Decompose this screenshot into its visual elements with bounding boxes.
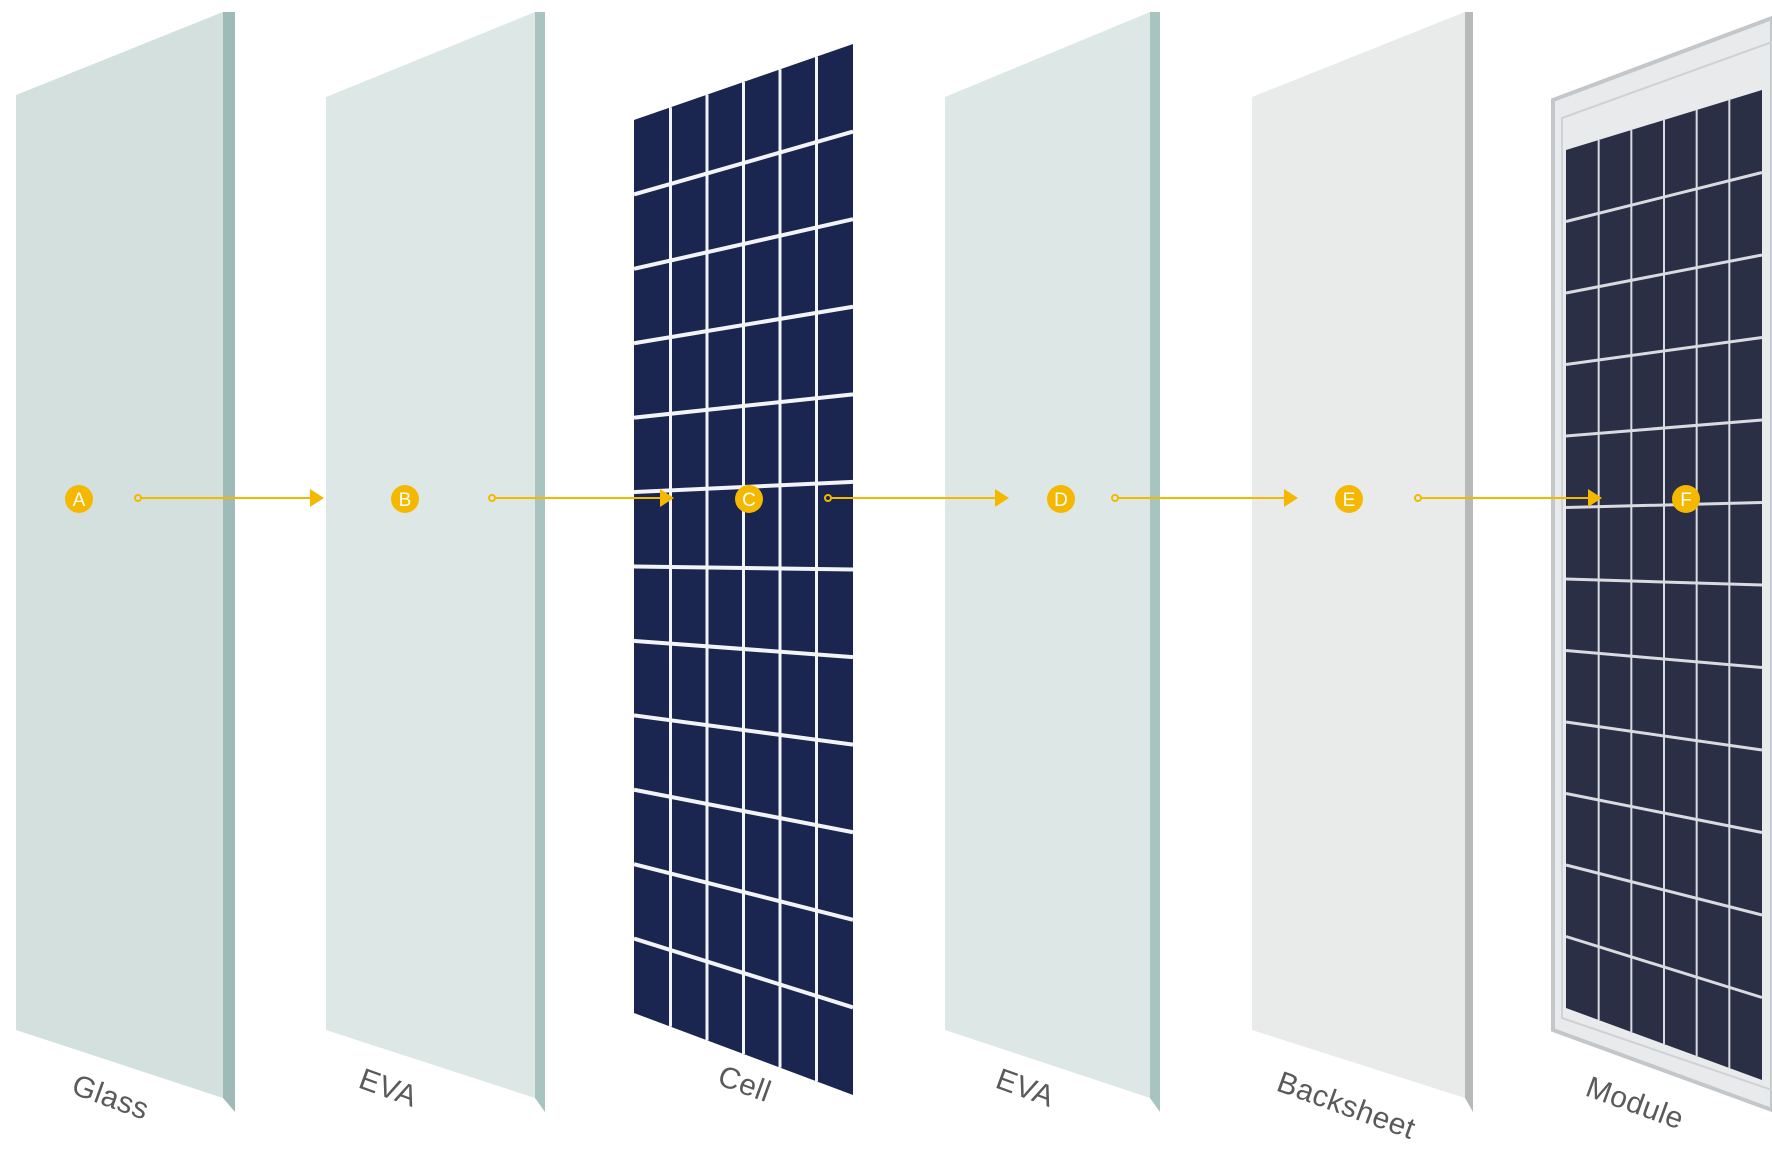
cell-row-gap — [1565, 253, 1763, 295]
eva-sheet-edge — [1150, 12, 1160, 1112]
cell-row-gap — [633, 304, 854, 346]
layer-eva-back — [945, 12, 1160, 1112]
layer-cell — [633, 44, 854, 1095]
cell-row-gap — [633, 713, 854, 747]
cell-row-gap — [633, 564, 854, 572]
marker-a-circle — [65, 485, 93, 513]
arrow-d-to-e — [1111, 489, 1298, 507]
marker-f-circle — [1672, 485, 1700, 513]
cell-row-gap — [1565, 792, 1763, 834]
eva-sheet-edge — [535, 12, 545, 1112]
arrow-a-to-b — [134, 489, 324, 507]
backsheet-edge — [1465, 12, 1473, 1112]
marker-a: A — [65, 485, 93, 513]
cell-row-gap — [633, 217, 854, 271]
cell-row-gap — [1565, 935, 1763, 999]
cell-row-gap — [633, 936, 854, 1010]
marker-c-circle — [735, 485, 763, 513]
eva-sheet-icon — [326, 12, 535, 1098]
cell-row-gap — [1565, 720, 1763, 752]
layer-label-glass: Glass — [68, 1069, 154, 1127]
glass-sheet-icon — [16, 12, 223, 1098]
cell-row-gap — [1565, 649, 1763, 669]
cell-row-gap — [1565, 418, 1763, 438]
cell-row-gap — [1565, 863, 1763, 917]
layer-module — [1551, 15, 1772, 1113]
marker-b-letter: B — [399, 490, 412, 511]
marker-f: F — [1672, 485, 1700, 513]
arrow-b-to-c — [488, 489, 674, 507]
cell-row-gap — [633, 392, 854, 420]
marker-d: D — [1047, 485, 1075, 513]
cell-row-gap — [633, 129, 854, 197]
layer-label-eva-front: EVA — [355, 1063, 422, 1114]
marker-d-circle — [1047, 485, 1075, 513]
layer-label-module: Module — [1582, 1071, 1689, 1137]
cell-row-gap — [633, 638, 854, 660]
marker-b-circle — [391, 485, 419, 513]
cell-row-gap — [633, 862, 854, 922]
layer-glass — [16, 12, 235, 1112]
layer-label-eva-back: EVA — [992, 1063, 1059, 1114]
layer-eva-front — [326, 12, 545, 1112]
arrow-c-to-d — [824, 489, 1009, 507]
marker-a-letter: A — [73, 490, 86, 511]
marker-c-letter: C — [742, 490, 756, 511]
flow-arrows — [134, 489, 1602, 507]
layer-label-backsheet: Backsheet — [1273, 1066, 1420, 1147]
marker-f-letter: F — [1680, 490, 1692, 511]
marker-d-letter: D — [1054, 490, 1068, 511]
module-gridlines — [1565, 100, 1763, 1068]
arrow-e-to-f — [1414, 489, 1602, 507]
cell-row-gap — [1565, 336, 1763, 366]
layer-label-cell: Cell — [714, 1060, 776, 1109]
cell-row-gap — [633, 787, 854, 835]
marker-b: B — [391, 485, 419, 513]
cell-row-gap — [1565, 501, 1763, 509]
marker-c: C — [735, 485, 763, 513]
cell-row-gap — [1565, 577, 1763, 587]
glass-sheet-edge — [223, 12, 235, 1112]
backsheet-icon — [1252, 12, 1465, 1098]
eva-sheet-icon — [945, 12, 1150, 1098]
cell-row-gap — [1565, 171, 1763, 223]
layer-backsheet — [1252, 12, 1473, 1112]
marker-e: E — [1335, 485, 1363, 513]
module-frame-inner — [1561, 40, 1772, 1092]
marker-e-circle — [1335, 485, 1363, 513]
marker-e-letter: E — [1343, 490, 1356, 511]
